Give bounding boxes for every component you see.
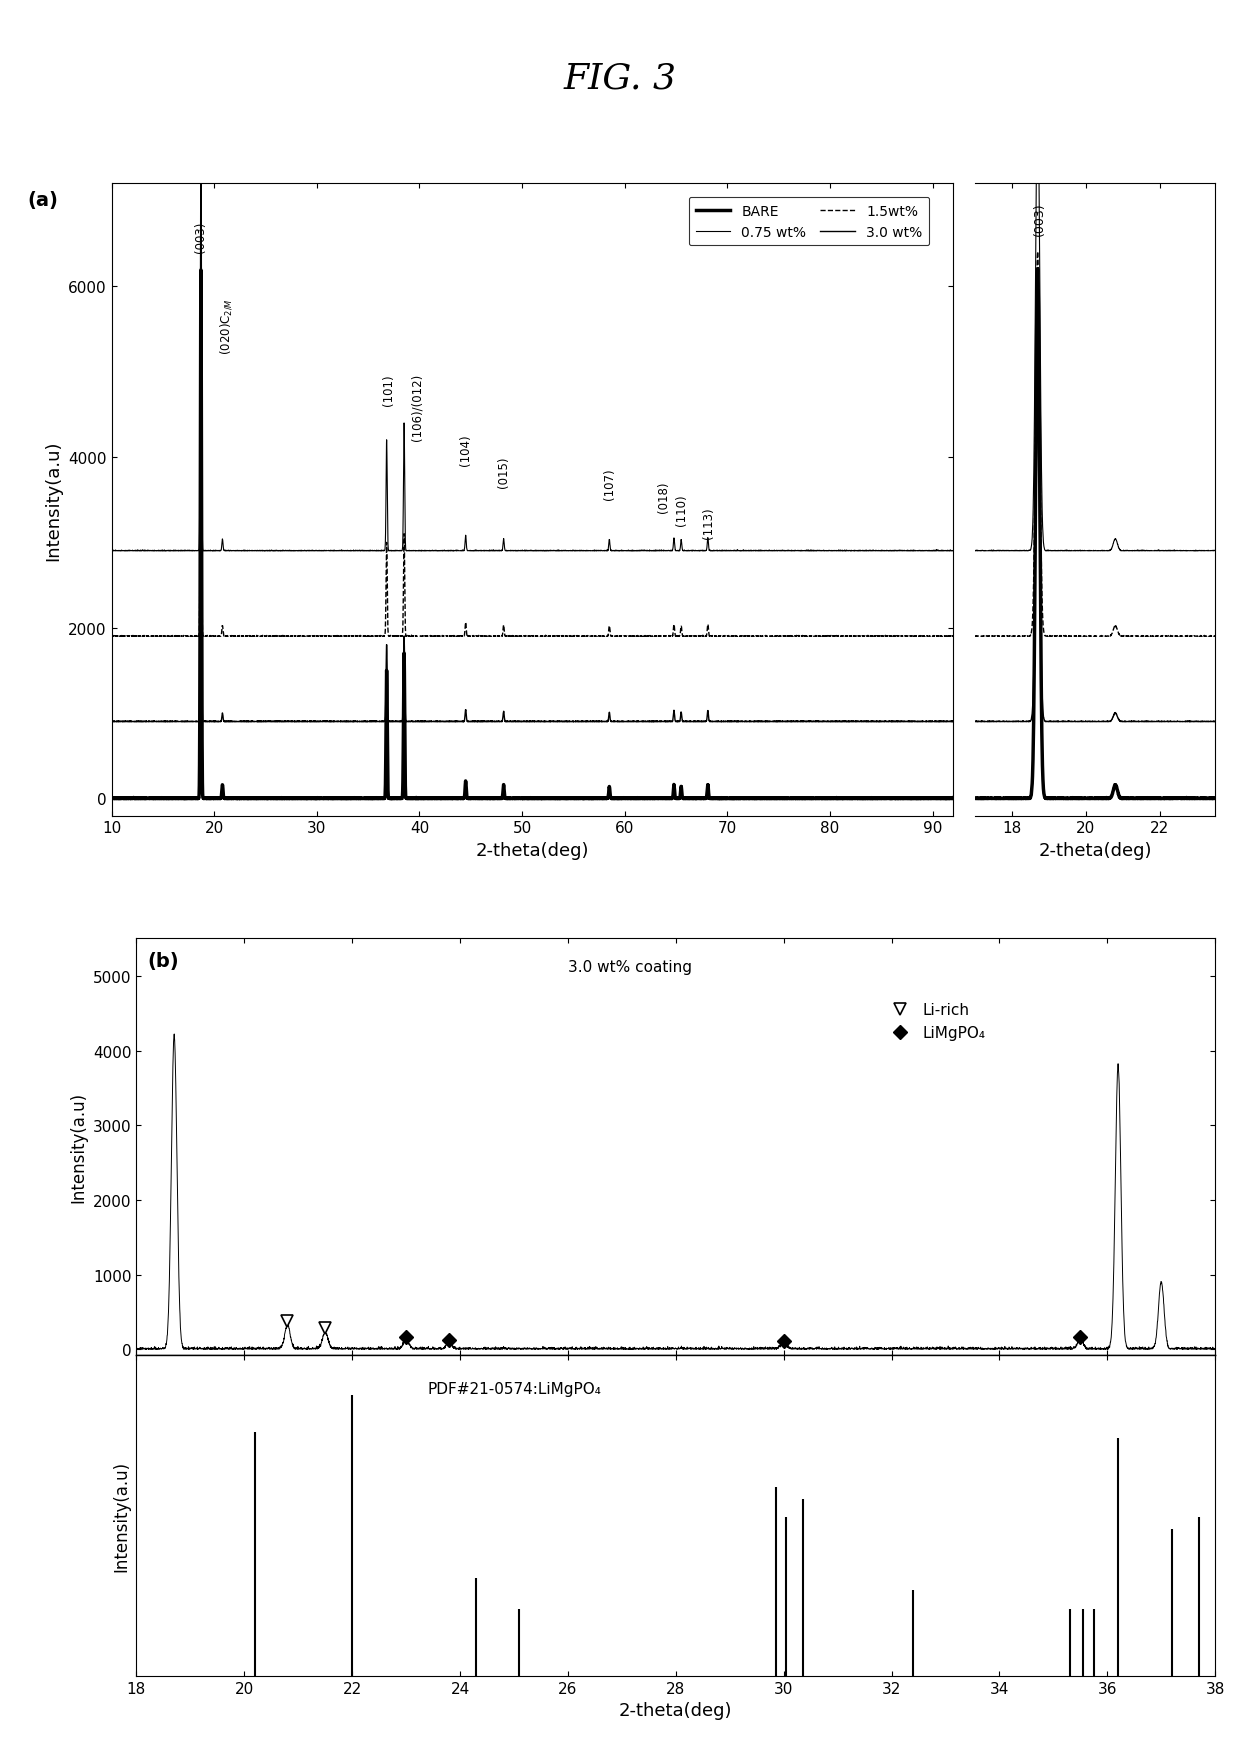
- Y-axis label: Intensity(a.u): Intensity(a.u): [69, 1092, 87, 1202]
- Text: (110): (110): [675, 495, 688, 526]
- Text: (b): (b): [148, 951, 179, 971]
- Text: 3.0 wt% coating: 3.0 wt% coating: [568, 960, 692, 974]
- Legend: Li-rich, LiMgPO₄: Li-rich, LiMgPO₄: [878, 997, 992, 1046]
- Text: PDF#21-0574:LiMgPO₄: PDF#21-0574:LiMgPO₄: [428, 1381, 601, 1397]
- X-axis label: 2-theta(deg): 2-theta(deg): [619, 1701, 733, 1720]
- Legend: BARE, 0.75 wt%, 1.5wt%, 3.0 wt%: BARE, 0.75 wt%, 1.5wt%, 3.0 wt%: [688, 198, 929, 246]
- Text: (015): (015): [497, 456, 510, 488]
- Y-axis label: Intensity(a.u): Intensity(a.u): [45, 441, 62, 560]
- Text: (106)/(012): (106)/(012): [410, 374, 424, 441]
- Text: (a): (a): [27, 191, 58, 209]
- Text: (020)C$_{2/M}$: (020)C$_{2/M}$: [218, 298, 234, 355]
- Text: FIG. 3: FIG. 3: [563, 61, 677, 95]
- Text: (018): (018): [657, 481, 671, 512]
- Text: (003): (003): [195, 221, 207, 253]
- X-axis label: 2-theta(deg): 2-theta(deg): [1038, 841, 1152, 860]
- Text: (113): (113): [702, 507, 715, 539]
- Text: (003): (003): [1033, 202, 1047, 235]
- Text: (107): (107): [603, 469, 616, 500]
- Text: (104): (104): [459, 435, 472, 467]
- X-axis label: 2-theta(deg): 2-theta(deg): [476, 841, 589, 860]
- Text: (101): (101): [382, 374, 396, 405]
- Y-axis label: Intensity(a.u): Intensity(a.u): [113, 1460, 131, 1571]
